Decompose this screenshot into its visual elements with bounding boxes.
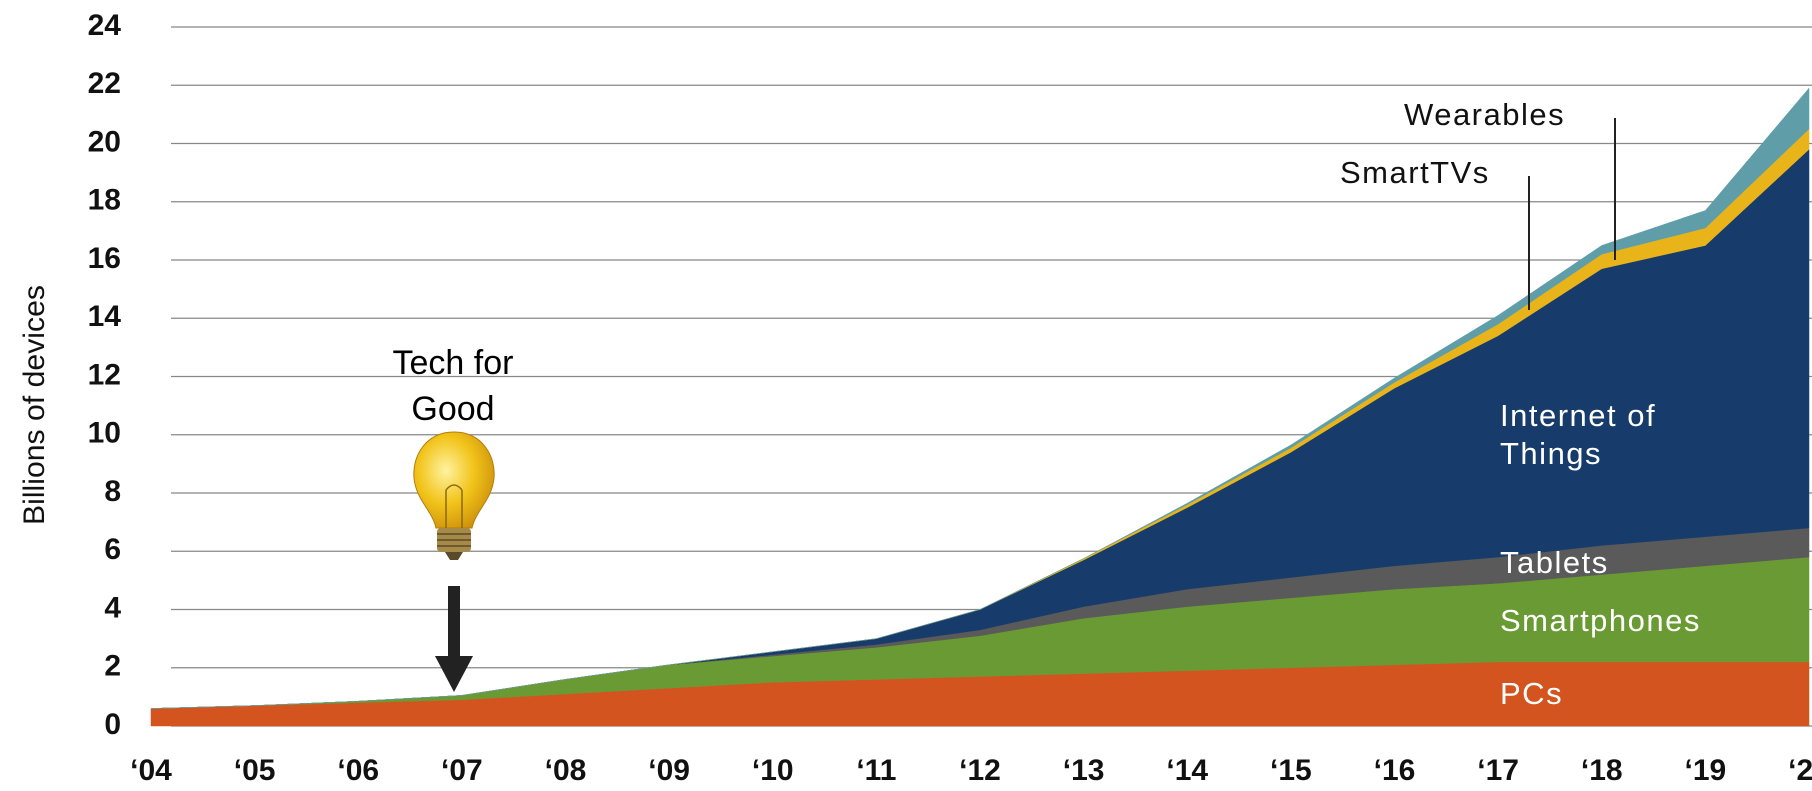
x-tick-label: ‘05 bbox=[234, 754, 276, 787]
y-tick-label: 16 bbox=[88, 242, 121, 275]
y-tick-label: 10 bbox=[88, 417, 121, 450]
x-tick-label: ‘04 bbox=[130, 754, 172, 787]
y-tick-label: 18 bbox=[88, 184, 121, 217]
y-tick-label: 20 bbox=[88, 125, 121, 158]
arrow bbox=[435, 586, 473, 692]
y-tick-label: 14 bbox=[88, 300, 122, 333]
x-tick-label: ‘16 bbox=[1374, 754, 1416, 787]
x-tick-label: ‘15 bbox=[1270, 754, 1312, 787]
series-label: Smartphones bbox=[1500, 603, 1701, 638]
y-tick-label: 0 bbox=[104, 708, 121, 741]
x-tick-label: ‘19 bbox=[1685, 754, 1727, 787]
x-tick-label: ‘06 bbox=[337, 754, 379, 787]
y-tick-label: 2 bbox=[104, 650, 121, 683]
y-tick-label: 6 bbox=[104, 533, 121, 566]
areas bbox=[150, 87, 1810, 727]
y-axis-label: Billions of devices bbox=[18, 285, 51, 525]
x-tick-label: ‘11 bbox=[856, 754, 896, 787]
x-tick-label: ‘07 bbox=[441, 754, 483, 787]
x-tick-label: ‘09 bbox=[648, 754, 690, 787]
series-label: SmartTVs bbox=[1340, 155, 1490, 190]
x-tick-label: ‘08 bbox=[545, 754, 587, 787]
y-tick-label: 12 bbox=[88, 358, 121, 391]
y-tick-label: 24 bbox=[88, 9, 122, 42]
series-label: Tablets bbox=[1500, 545, 1609, 580]
series-label: Internet of Things bbox=[1500, 398, 1657, 471]
annotation: Tech for Good bbox=[392, 344, 514, 428]
area bbox=[150, 87, 1810, 709]
x-tick-label: ‘14 bbox=[1166, 754, 1208, 787]
x-tick-label: ‘10 bbox=[752, 754, 794, 787]
lightbulb bbox=[413, 431, 495, 560]
x-tick-label: ‘20 bbox=[1788, 754, 1812, 787]
y-tick-label: 4 bbox=[104, 591, 121, 624]
series-label: Wearables bbox=[1404, 97, 1566, 132]
x-tick-label: ‘17 bbox=[1477, 754, 1519, 787]
x-tick-label: ‘12 bbox=[959, 754, 1001, 787]
x-tick-label: ‘13 bbox=[1063, 754, 1105, 787]
y-tick-label: 22 bbox=[88, 67, 121, 100]
series-label: PCs bbox=[1500, 676, 1564, 711]
y-tick-label: 8 bbox=[104, 475, 121, 508]
x-tick-label: ‘18 bbox=[1581, 754, 1623, 787]
leader-lines bbox=[1528, 118, 1616, 310]
